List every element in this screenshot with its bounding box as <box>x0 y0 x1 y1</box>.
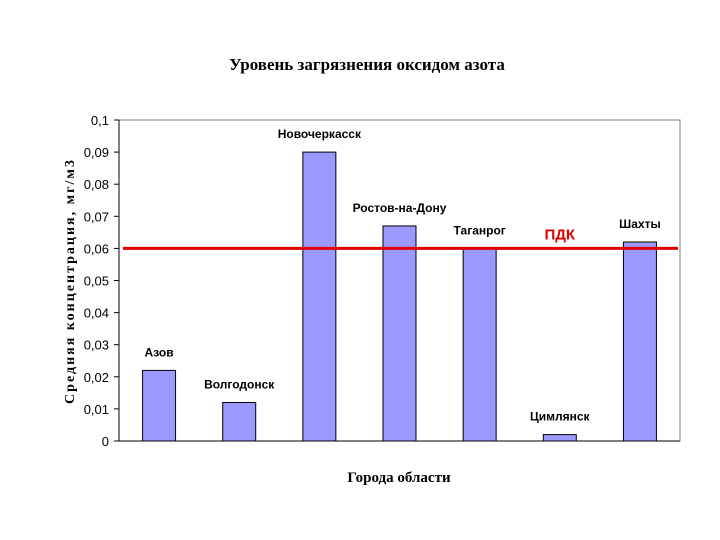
bar-label: Волгодонск <box>204 377 275 391</box>
y-tick-label: 0 <box>102 434 109 449</box>
bar <box>622 241 657 442</box>
bar <box>222 401 257 442</box>
reference-line-group: ПДК <box>123 226 678 250</box>
y-tick-label: 0,02 <box>84 370 109 385</box>
y-tick-label: 0,04 <box>84 306 109 321</box>
bar-label: Новочеркасск <box>278 127 362 141</box>
y-tick-label: 0,03 <box>84 338 109 353</box>
y-tick-label: 0,06 <box>84 241 109 256</box>
bar-label: Азов <box>145 345 174 359</box>
chart-title: Уровень загрязнения оксидом азота <box>229 55 505 74</box>
y-tick-label: 0,1 <box>91 113 109 128</box>
y-tick-label: 0,08 <box>84 177 109 192</box>
bar-label: Ростов-на-Дону <box>353 201 447 215</box>
y-tick-label: 0,05 <box>84 274 109 289</box>
bar <box>382 225 417 442</box>
reference-line-label: ПДК <box>544 226 575 243</box>
bar <box>302 151 337 442</box>
bar <box>542 434 577 442</box>
y-axis-title: Средняя концентрация, мг/м3 <box>63 158 78 404</box>
bars <box>142 151 657 442</box>
y-tick-label: 0,07 <box>84 209 109 224</box>
bar <box>142 369 177 442</box>
x-axis-title: Города области <box>347 470 451 486</box>
bar-label: Цимлянск <box>530 410 591 424</box>
bar-labels: Азов Волгодонск Новочеркасск Ростов-на-Дону… <box>145 127 661 423</box>
y-tick-label: 0,01 <box>84 402 109 417</box>
y-axis: 0 0,01 0,02 0,03 0,04 0,05 0,06 0,07 0,08 0,09 0,1 <box>84 113 119 449</box>
y-tick-label: 0,09 <box>84 145 109 160</box>
bar <box>462 247 497 442</box>
bar-label: Шахты <box>619 217 661 231</box>
bar-label: Таганрог <box>453 223 505 237</box>
